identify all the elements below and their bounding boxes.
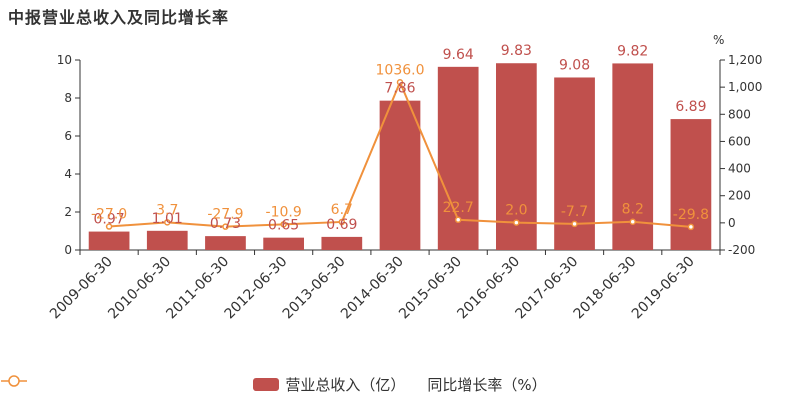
line-value-label: 1036.0 [376, 62, 425, 78]
data-labels: 0.97 1.01 0.73 0.65 0.69 7.86 9.64 9.83 9.08 9.82… [91, 43, 709, 233]
bar-value-label: 9.64 [443, 47, 474, 63]
right-axis-unit: % [713, 33, 724, 47]
right-tick-label: 0 [728, 216, 736, 230]
bar-value-label: 7.86 [384, 81, 415, 97]
line-point [222, 223, 229, 230]
line-point [338, 218, 346, 226]
line-value-label: 2.0 [505, 203, 527, 219]
bar-value-label: 0.73 [210, 216, 241, 232]
line-value-label: 8.2 [622, 202, 644, 218]
right-tick-label: 1,200 [728, 53, 762, 67]
line-point [105, 223, 113, 230]
bar-value-label: 9.08 [559, 57, 590, 73]
line-point [164, 219, 171, 226]
bar-value-label: 1.01 [152, 211, 183, 227]
bar-value-label: 0.69 [326, 217, 357, 233]
legend: 营业总收入（亿） 同比增长率（%） [0, 374, 800, 395]
right-tick-label: 200 [728, 189, 751, 203]
right-tick-label: 600 [728, 134, 751, 148]
right-tick-label: 800 [728, 107, 751, 121]
line-point [280, 221, 287, 228]
left-tick-label: 8 [64, 91, 72, 105]
left-tick-label: 2 [64, 205, 72, 219]
bar [496, 63, 537, 251]
left-tick-label: 10 [57, 53, 72, 67]
legend-line-swatch [1, 375, 27, 387]
right-tick-label: 400 [728, 162, 751, 176]
legend-bar-swatch [253, 378, 280, 391]
line-value-label: -27.9 [207, 207, 243, 223]
line-value-label: 22.7 [443, 200, 474, 216]
x-tick-label: 2019-06-30 [629, 254, 698, 323]
bar [205, 236, 246, 250]
bar [321, 236, 363, 250]
legend-item-revenue[interactable]: 营业总收入（亿） [253, 374, 405, 395]
line-value-label: -29.8 [673, 207, 709, 223]
bar-value-label: 0.65 [268, 218, 299, 234]
right-tick-label: -200 [728, 243, 755, 257]
bar-value-label: 9.83 [501, 43, 532, 59]
bar [263, 237, 304, 250]
line-value-label: -7.7 [561, 204, 588, 220]
chart-title: 中报营业总收入及同比增长率 [8, 8, 230, 27]
line-point [513, 219, 520, 226]
left-tick-label: 6 [64, 129, 72, 143]
legend-label-revenue: 营业总收入（亿） [285, 376, 406, 394]
bar-value-label: 9.82 [617, 43, 648, 59]
left-tick-label: 0 [64, 243, 72, 257]
legend-item-growth[interactable]: 同比增长率（%） [1, 374, 547, 395]
line-point [571, 220, 578, 228]
line-value-label: 6.7 [331, 202, 353, 218]
bar-value-label: 6.89 [675, 99, 706, 115]
line-point [687, 223, 695, 231]
line-value-label: -10.9 [266, 204, 302, 220]
bar [146, 230, 188, 250]
bar-value-label: 0.97 [94, 212, 125, 228]
bar [88, 231, 130, 250]
right-tick-label: 1,000 [728, 80, 762, 94]
left-tick-label: 4 [64, 167, 72, 181]
line-point [454, 216, 462, 224]
line-point [396, 79, 404, 86]
line-series [105, 79, 695, 231]
line-value-label: -27.0 [91, 207, 127, 223]
line-value-label: 3.7 [156, 202, 178, 218]
bar [379, 100, 421, 250]
line-point [629, 218, 636, 225]
bar [670, 119, 712, 250]
legend-label-growth: 同比增长率（%） [427, 376, 547, 394]
